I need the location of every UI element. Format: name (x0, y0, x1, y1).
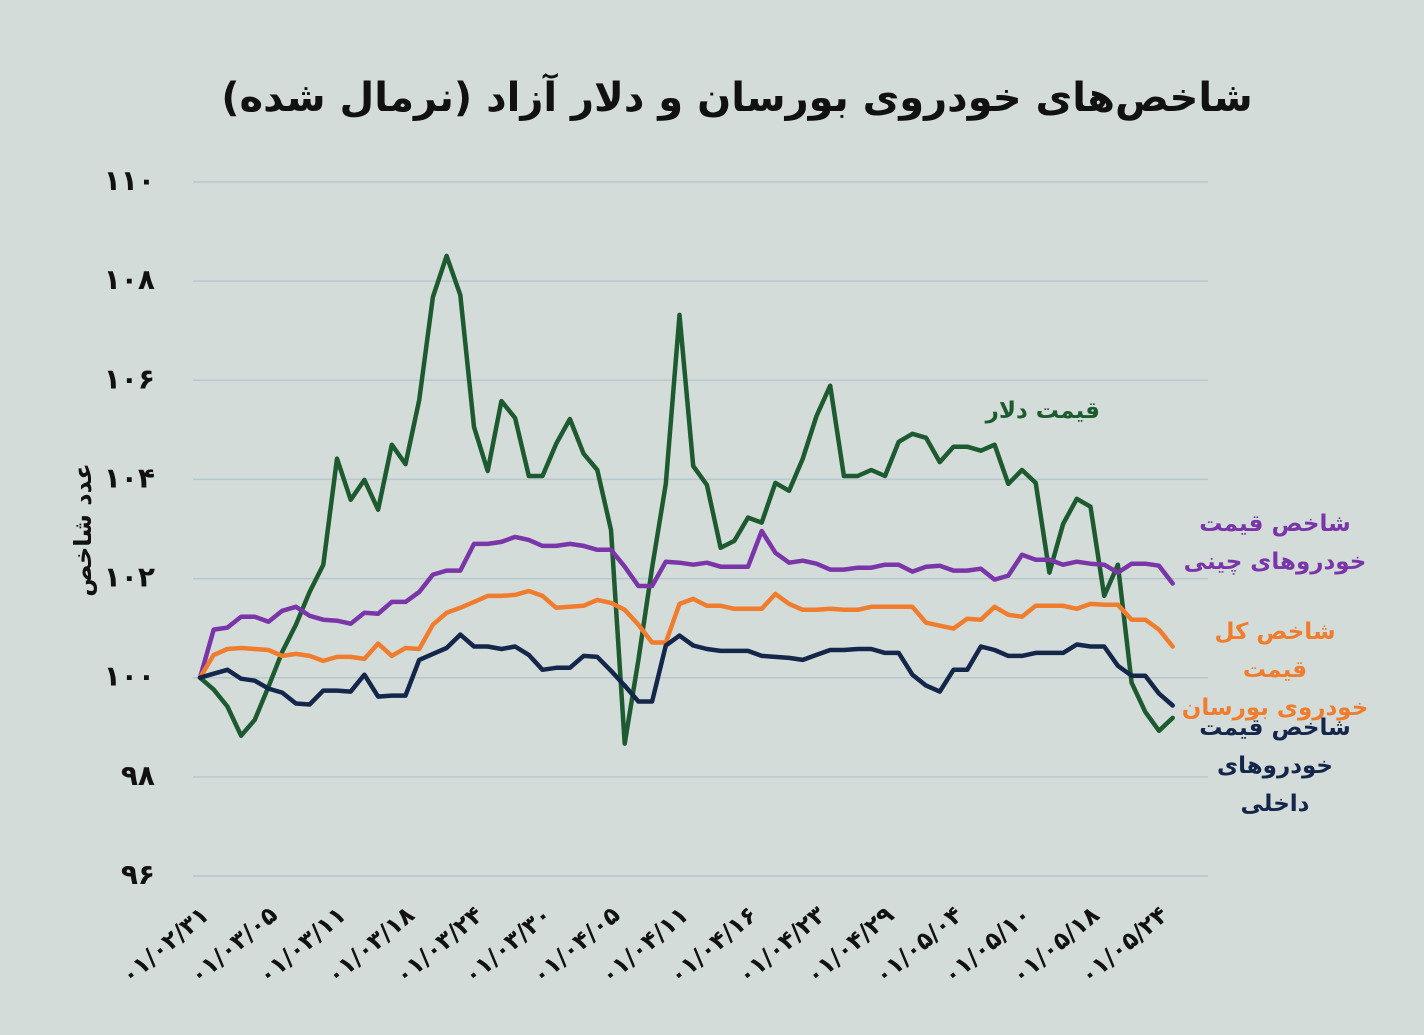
y-tick-label: ۱۰۴ (104, 461, 155, 494)
series-label: قیمت دلار (985, 398, 1100, 424)
series-line (197, 588, 1175, 680)
chart-title: شاخص‌های خودروی بورسان و دلار آزاد (نرما… (221, 72, 1252, 121)
y-tick-label: ۱۰۲ (104, 561, 155, 594)
series-line (197, 253, 1175, 746)
y-tick-label: ۹۶ (121, 858, 155, 891)
y-tick-label: ۹۸ (121, 759, 155, 792)
y-tick-label: ۱۰۰ (104, 660, 155, 693)
series-line (197, 528, 1175, 680)
series-label: شاخص کل قیمت خودروی بورسان (1181, 619, 1369, 721)
y-tick-label: ۱۱۰ (104, 164, 155, 197)
series-label: شاخص قیمت خودروهای داخلی (1199, 715, 1351, 817)
y-tick-label: ۱۰۶ (104, 362, 155, 395)
y-axis-title: عدد شاخص (69, 463, 97, 597)
series-line (197, 632, 1175, 708)
series-label: شاخص قیمت خودروهای چینی (1183, 511, 1367, 575)
y-tick-label: ۱۰۸ (104, 263, 155, 296)
